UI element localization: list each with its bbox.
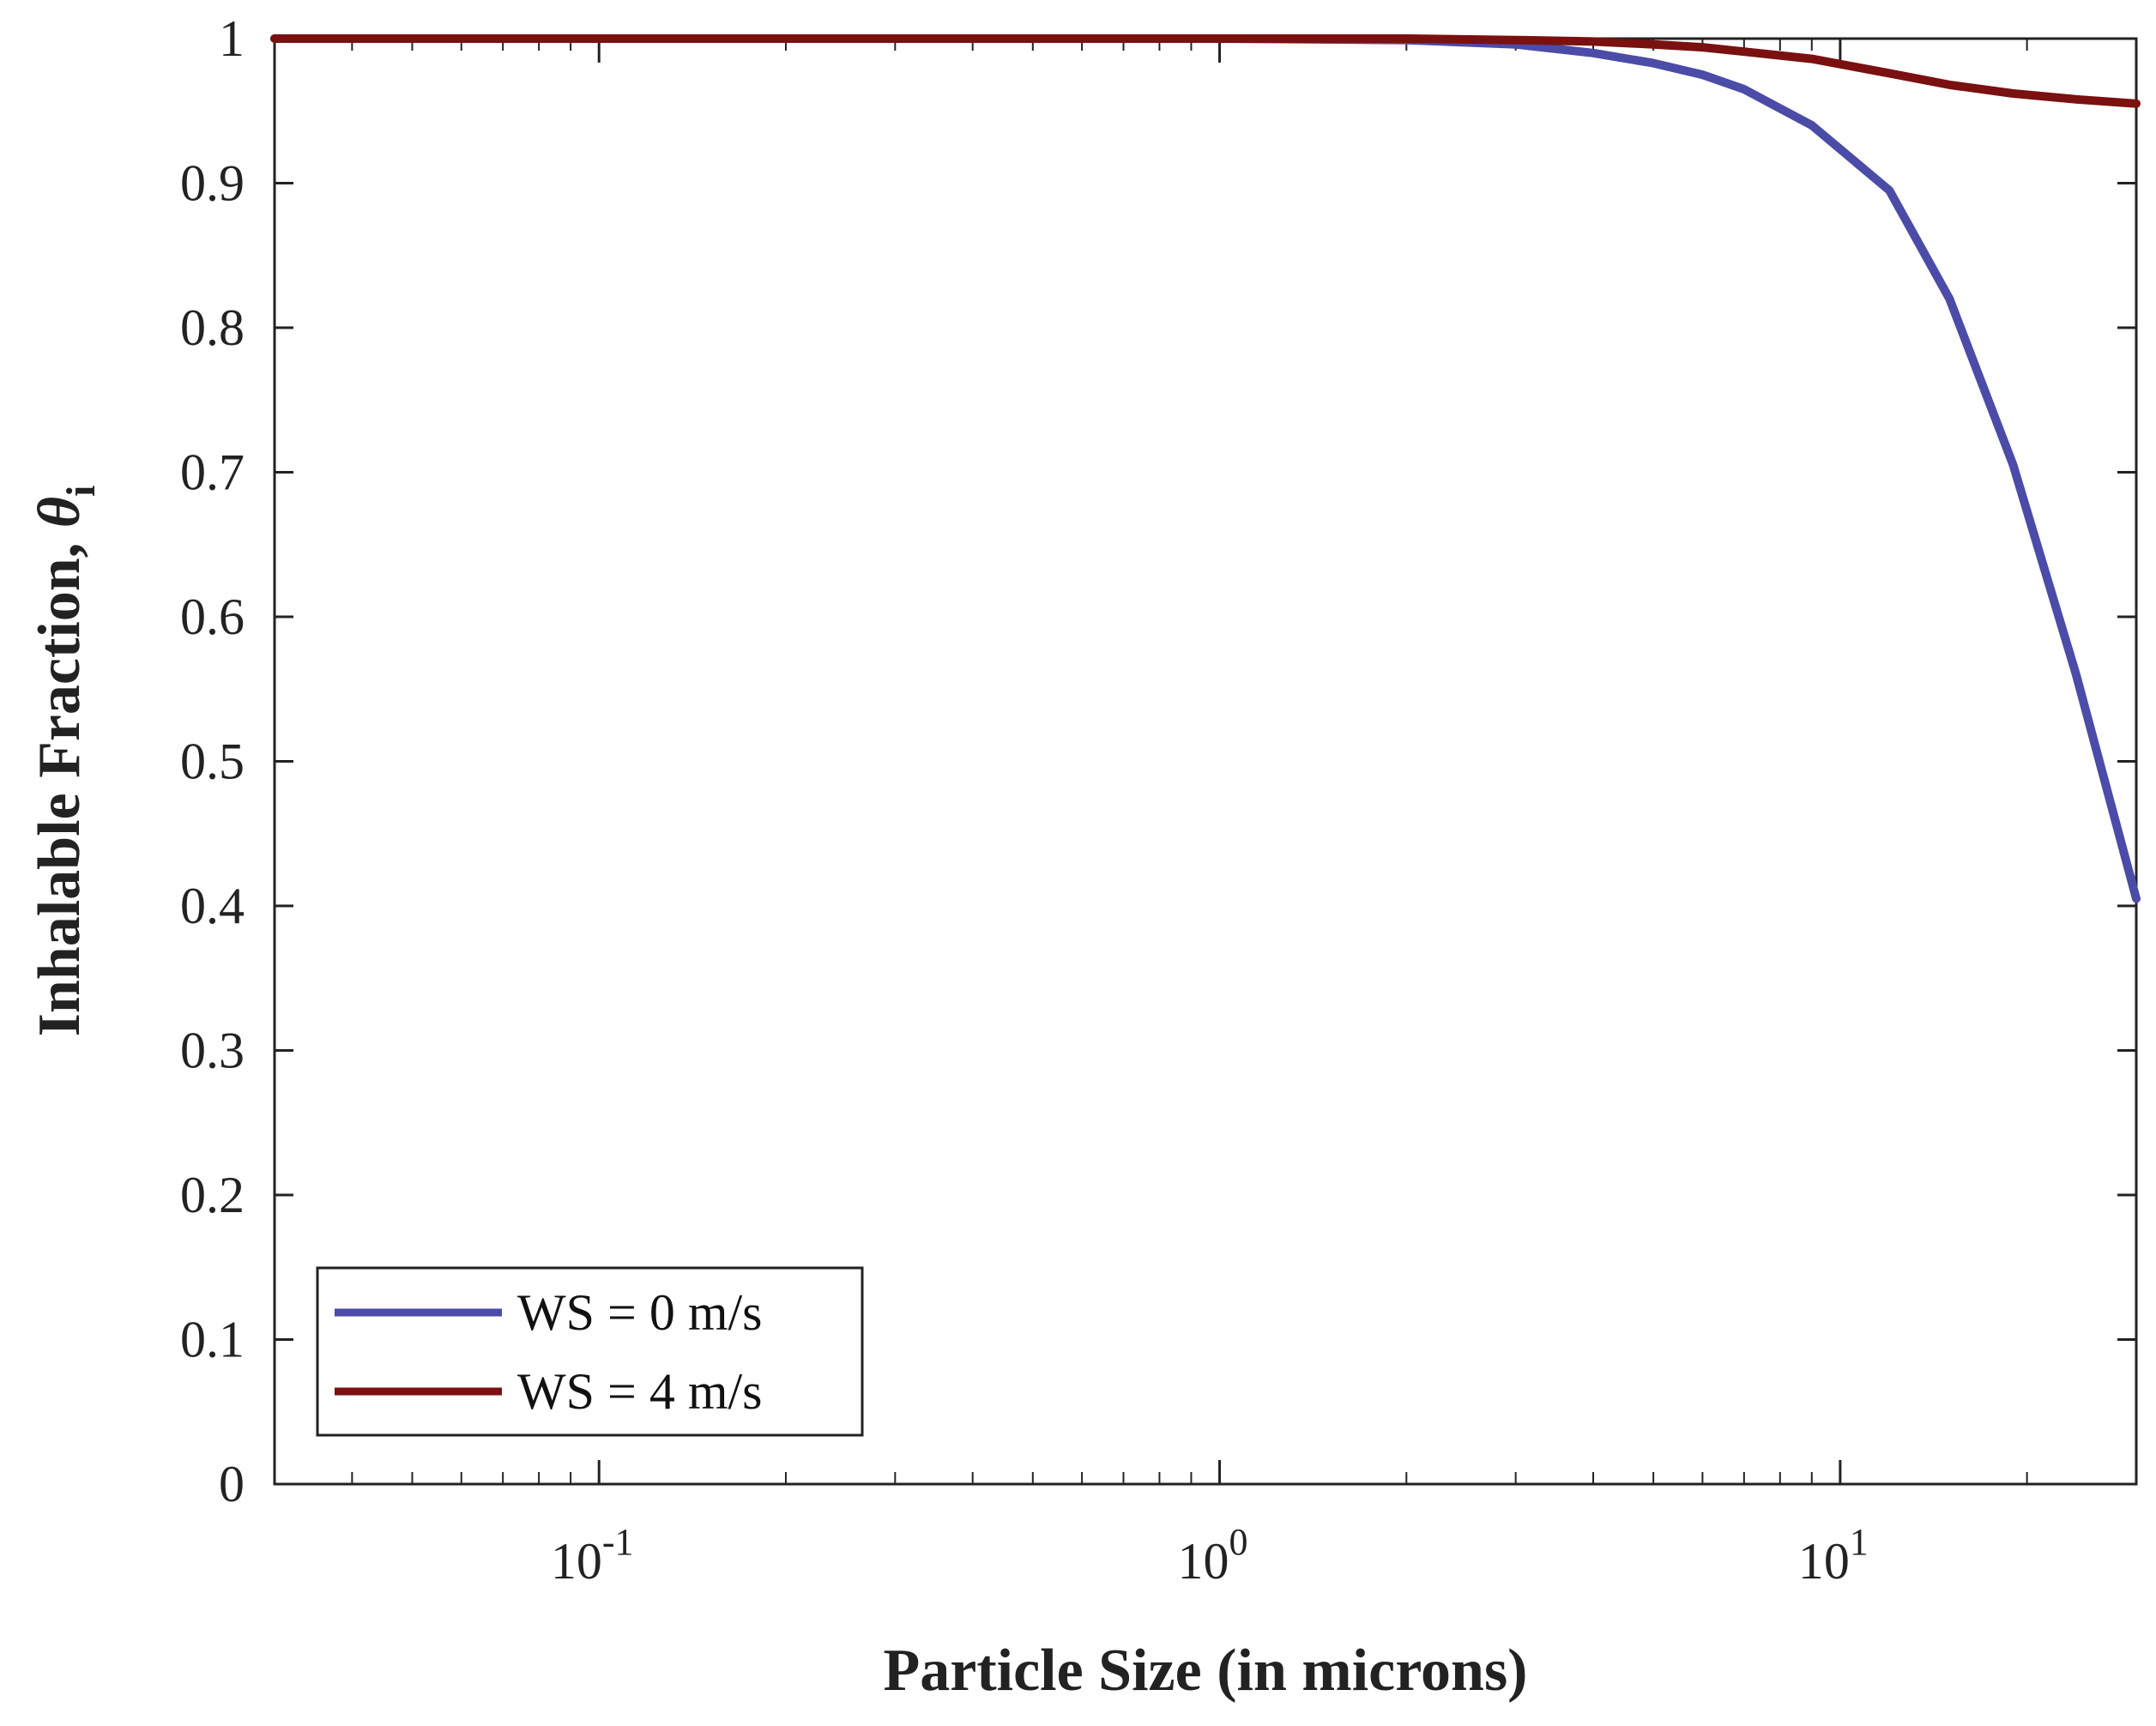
y-tick-label: 0.8 [180, 299, 245, 356]
y-tick-label: 0.6 [180, 588, 245, 645]
y-tick-label: 0.1 [180, 1312, 245, 1368]
y-tick-label: 0.3 [180, 1023, 245, 1079]
x-tick-label: 10-1 [551, 1521, 634, 1590]
y-tick-label: 0.5 [180, 733, 245, 790]
y-tick-label: 0 [219, 1456, 245, 1512]
legend-label-ws0: WS = 0 m/s [517, 1284, 763, 1341]
series-lines [270, 34, 2141, 903]
y-tick-label: 0.9 [180, 155, 245, 212]
y-tick-label: 0.4 [180, 878, 245, 934]
x-axis-title: Particle Size (in microns) [884, 1638, 1528, 1704]
x-tick-label: 100 [1178, 1521, 1248, 1590]
plot-area [273, 37, 2138, 1486]
y-tick-label: 0.7 [180, 444, 245, 501]
legend-box [316, 1266, 864, 1437]
legend: WS = 0 m/s WS = 4 m/s [316, 1266, 864, 1437]
x-tick-label: 101 [1798, 1521, 1869, 1590]
legend-label-ws4: WS = 4 m/s [517, 1363, 763, 1420]
y-axis-title-symbol: θ [27, 497, 93, 528]
y-axis: 0 0.1 0.2 0.3 0.4 0.5 0.6 0.7 0.8 0.9 1 [180, 10, 2136, 1512]
y-axis-title-text: Inhalable Fraction, [27, 528, 93, 1036]
y-tick-label: 1 [219, 10, 245, 67]
y-tick-label: 0.2 [180, 1167, 245, 1223]
y-axis-title: Inhalable Fraction, θi [27, 486, 104, 1037]
y-axis-title-subscript: i [58, 486, 104, 497]
x-axis: 10-1 100 101 [551, 39, 1869, 1590]
series-line-ws4 [270, 34, 2141, 108]
